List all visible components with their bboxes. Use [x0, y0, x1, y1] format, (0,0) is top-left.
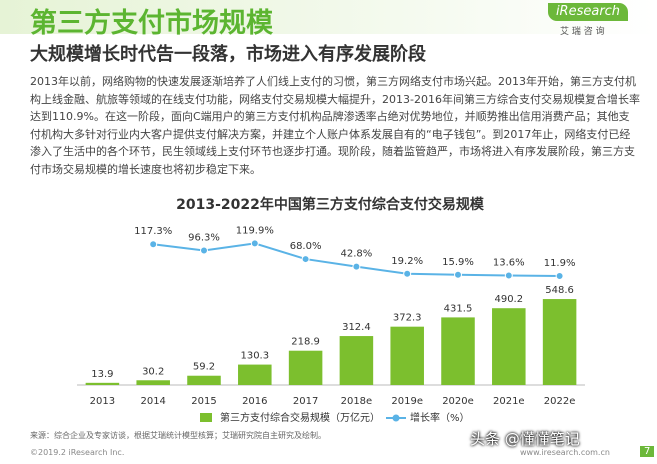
slide-title: 第三方支付市场规模 — [30, 8, 273, 39]
bar — [238, 364, 272, 385]
x-tick-label: 2014 — [140, 396, 165, 407]
line-point — [403, 269, 412, 278]
line-value-label: 19.2% — [391, 256, 423, 267]
line-point — [352, 262, 361, 271]
line-point — [454, 270, 462, 279]
bar-value-label: 130.3 — [240, 351, 269, 362]
bar — [136, 380, 170, 385]
bar — [492, 308, 526, 385]
line-value-label: 13.6% — [493, 257, 525, 268]
bar-value-label: 548.6 — [545, 285, 574, 296]
line-point — [149, 240, 158, 249]
chart-title: 2013-2022年中国第三方支付综合支付交易规模 — [176, 196, 485, 213]
page-number: 7 — [640, 446, 655, 457]
x-tick-label: 2016 — [242, 396, 267, 407]
bar — [288, 350, 323, 385]
legend-label: 增长率（%） — [410, 411, 470, 424]
x-tick-label: 2013 — [90, 396, 115, 407]
legend-swatch — [200, 413, 212, 422]
header-band — [0, 0, 657, 34]
bar-value-label: 30.2 — [142, 366, 164, 377]
bar-value-label: 59.2 — [193, 362, 215, 373]
line-value-label: 15.9% — [442, 257, 474, 268]
x-tick-label: 2018e — [341, 396, 373, 407]
logo: iResearch — [548, 3, 628, 21]
line-value-label: 119.9% — [236, 225, 274, 236]
x-tick-label: 2021e — [493, 396, 525, 407]
bar-value-label: 312.4 — [342, 322, 371, 333]
x-tick-label: 2017 — [293, 396, 318, 407]
bar-value-label: 431.5 — [444, 303, 473, 314]
line-value-label: 96.3% — [188, 233, 220, 244]
line-value-label: 117.3% — [134, 226, 172, 237]
line-value-label: 42.8% — [341, 249, 373, 260]
bar-value-label: 218.9 — [291, 337, 320, 348]
bar — [390, 326, 424, 385]
line-point — [555, 271, 564, 280]
bar-value-label: 490.2 — [494, 294, 523, 305]
source: 来源：综合企业及专家访谈，根据艾瑞统计模型核算；艾瑞研究院自主研究及绘制。 — [30, 431, 326, 440]
line-point — [504, 271, 513, 280]
line-value-label: 68.0% — [290, 241, 322, 252]
x-tick-label: 2015 — [191, 396, 216, 407]
bar — [441, 317, 475, 385]
logo-subtitle: 艾 瑞 咨 询 — [560, 27, 605, 37]
line-point — [200, 246, 208, 255]
x-tick-label: 2022e — [544, 396, 576, 407]
bar-value-label: 13.9 — [91, 369, 113, 380]
line-value-label: 11.9% — [544, 258, 576, 269]
bar — [85, 382, 120, 385]
website: www.iresearch.com.cn — [520, 448, 610, 457]
subtitle: 大规模增长时代告一段落，市场进入有序发展阶段 — [30, 44, 426, 65]
copyright: ©2019.2 iResearch Inc. — [30, 448, 125, 457]
x-tick-label: 2020e — [442, 396, 474, 407]
bar — [542, 299, 577, 385]
paragraph: 2013年以前，网络购物的快速发展逐渐培养了人们线上支付的习惯，第三方网络支付市… — [30, 75, 640, 176]
legend-label: 第三方支付综合交易规模（万亿元） — [220, 411, 380, 424]
x-tick-label: 2019e — [391, 396, 423, 407]
watermark: 头条 @懂懂笔记 — [470, 430, 580, 448]
legend-swatch — [392, 414, 400, 422]
line-point — [301, 255, 310, 264]
bar — [339, 336, 374, 385]
bar — [187, 375, 221, 385]
line-point — [250, 239, 259, 248]
bar-value-label: 372.3 — [393, 313, 422, 324]
